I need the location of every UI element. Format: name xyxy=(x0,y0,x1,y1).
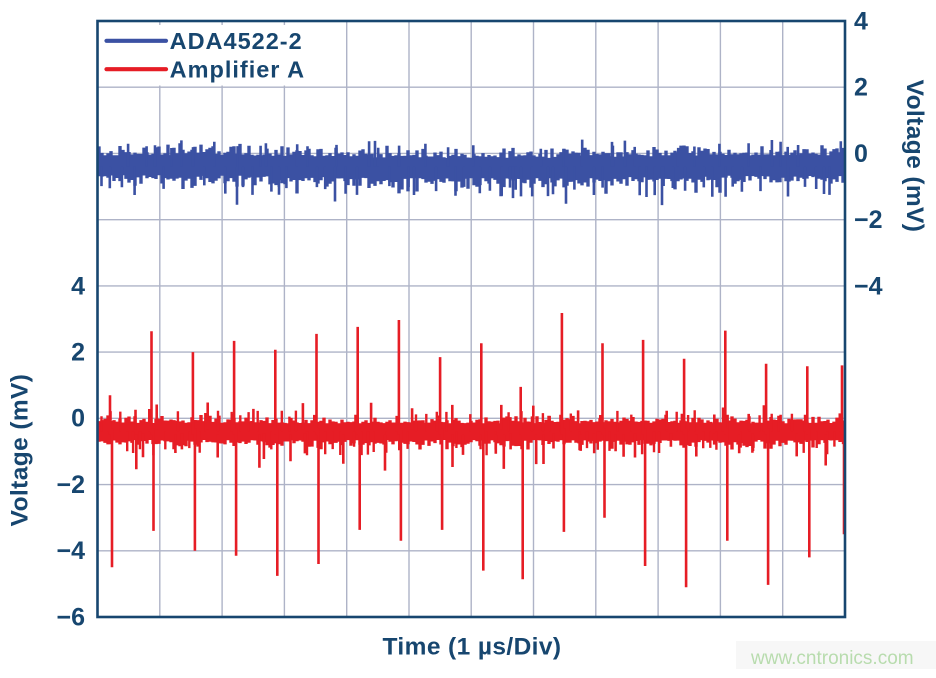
svg-text:Time (1 µs/Div): Time (1 µs/Div) xyxy=(383,634,562,661)
svg-text:2: 2 xyxy=(71,339,85,367)
svg-text:2: 2 xyxy=(854,74,868,102)
svg-text:−6: −6 xyxy=(56,603,85,631)
svg-text:ADA4522-2: ADA4522-2 xyxy=(170,28,303,54)
svg-text:Amplifier A: Amplifier A xyxy=(170,57,305,83)
svg-text:Voltage (mV): Voltage (mV) xyxy=(901,80,928,233)
svg-text:4: 4 xyxy=(71,272,85,300)
svg-text:4: 4 xyxy=(854,7,868,35)
svg-text:−2: −2 xyxy=(854,206,883,234)
svg-text:−4: −4 xyxy=(56,537,85,565)
svg-text:−2: −2 xyxy=(56,471,85,499)
svg-text:www.cntronics.com: www.cntronics.com xyxy=(750,648,914,669)
svg-text:0: 0 xyxy=(854,140,868,168)
svg-text:Voltage (mV): Voltage (mV) xyxy=(7,374,34,527)
svg-text:0: 0 xyxy=(71,405,85,433)
svg-text:−4: −4 xyxy=(854,272,883,300)
